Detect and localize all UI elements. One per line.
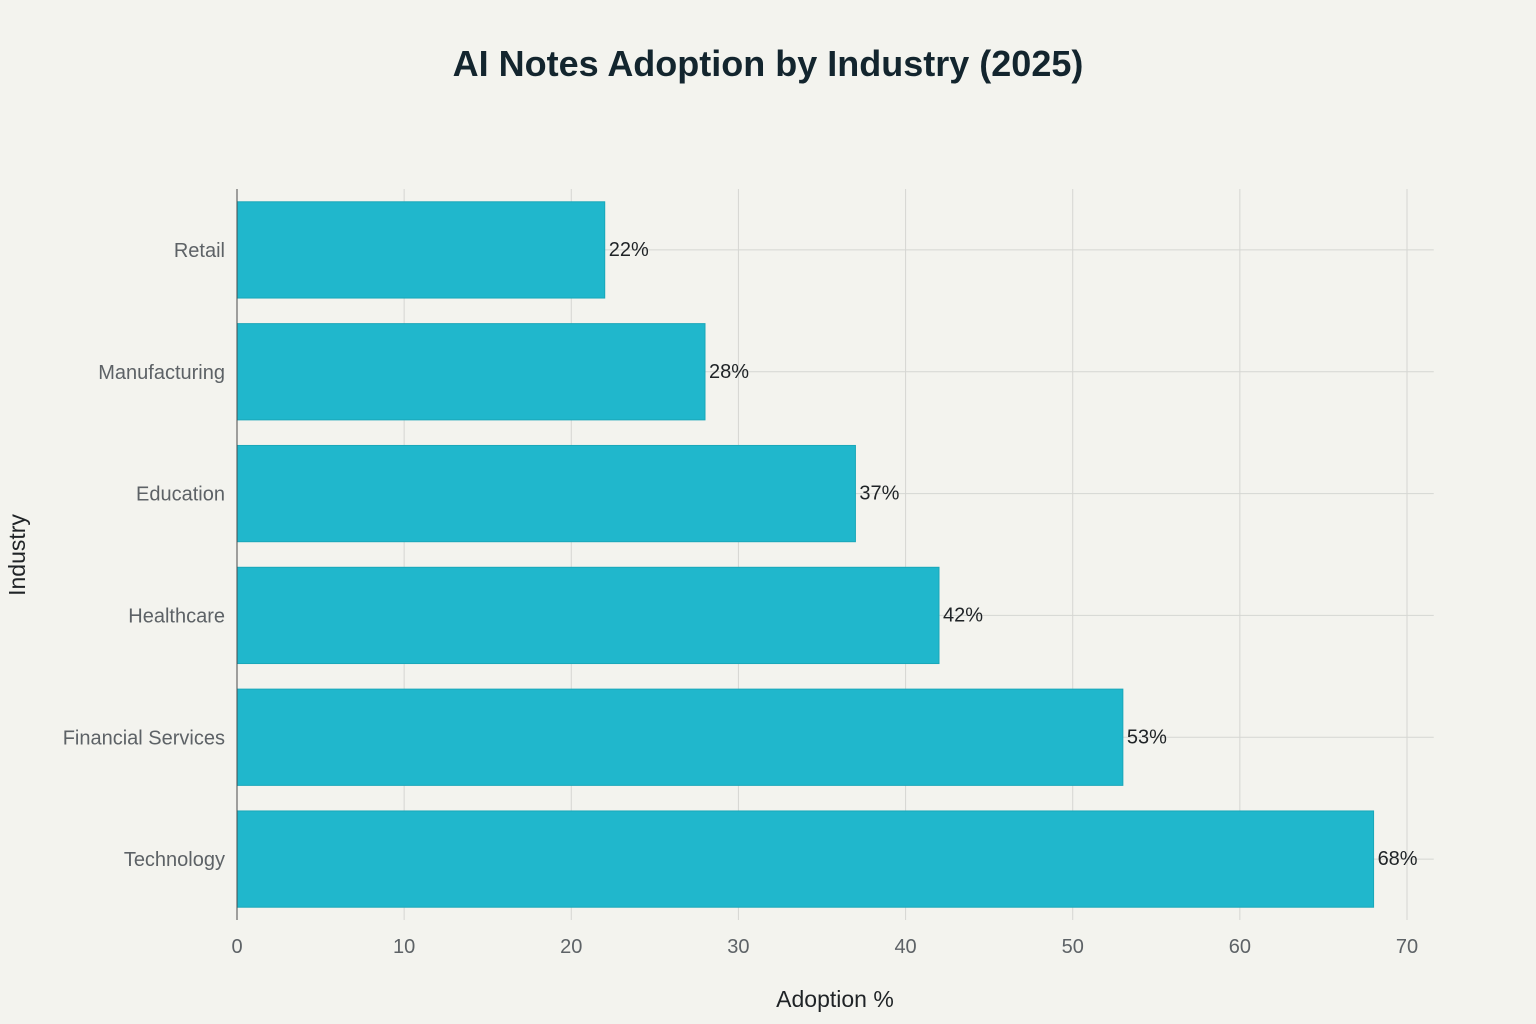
labels: 0 10 20 30 40 50 60 70 Technology 68% Financial Se… [63, 239, 1418, 958]
x-tick-label: 30 [727, 936, 749, 958]
y-tick-label: Financial Services [63, 727, 225, 749]
x-tick-label: 20 [560, 936, 582, 958]
y-axis-title: Industry [4, 514, 30, 596]
y-tick-label: Healthcare [128, 605, 225, 627]
bar-healthcare [236, 566, 940, 665]
x-tick-label: 0 [231, 936, 242, 958]
y-tick-label: Education [136, 484, 225, 506]
x-tick-label: 60 [1229, 936, 1251, 958]
x-tick-label: 70 [1396, 936, 1418, 958]
y-tick-label: Manufacturing [98, 362, 225, 384]
x-tick-label: 50 [1062, 936, 1084, 958]
x-tick-label: 40 [894, 936, 916, 958]
bar-data-label: 42% [943, 604, 983, 626]
bar-data-label: 22% [609, 239, 649, 261]
bar-data-label: 28% [709, 361, 749, 383]
bar-technology [236, 810, 1375, 908]
x-tick-label: 10 [393, 936, 415, 958]
x-axis-title: Adoption % [776, 986, 894, 1012]
bar-retail [236, 201, 606, 299]
bar-education [236, 444, 856, 543]
bar-data-label: 53% [1127, 726, 1167, 748]
bar-financial-services [236, 688, 1124, 786]
y-tick-label: Technology [124, 849, 225, 871]
y-tick-label: Retail [174, 240, 225, 262]
grid [237, 189, 1434, 920]
bar-data-label: 37% [859, 483, 899, 505]
bar-manufacturing [236, 323, 706, 421]
chart-title: AI Notes Adoption by Industry (2025) [453, 43, 1084, 84]
bar-data-label: 68% [1378, 848, 1418, 870]
bars [236, 201, 1375, 908]
